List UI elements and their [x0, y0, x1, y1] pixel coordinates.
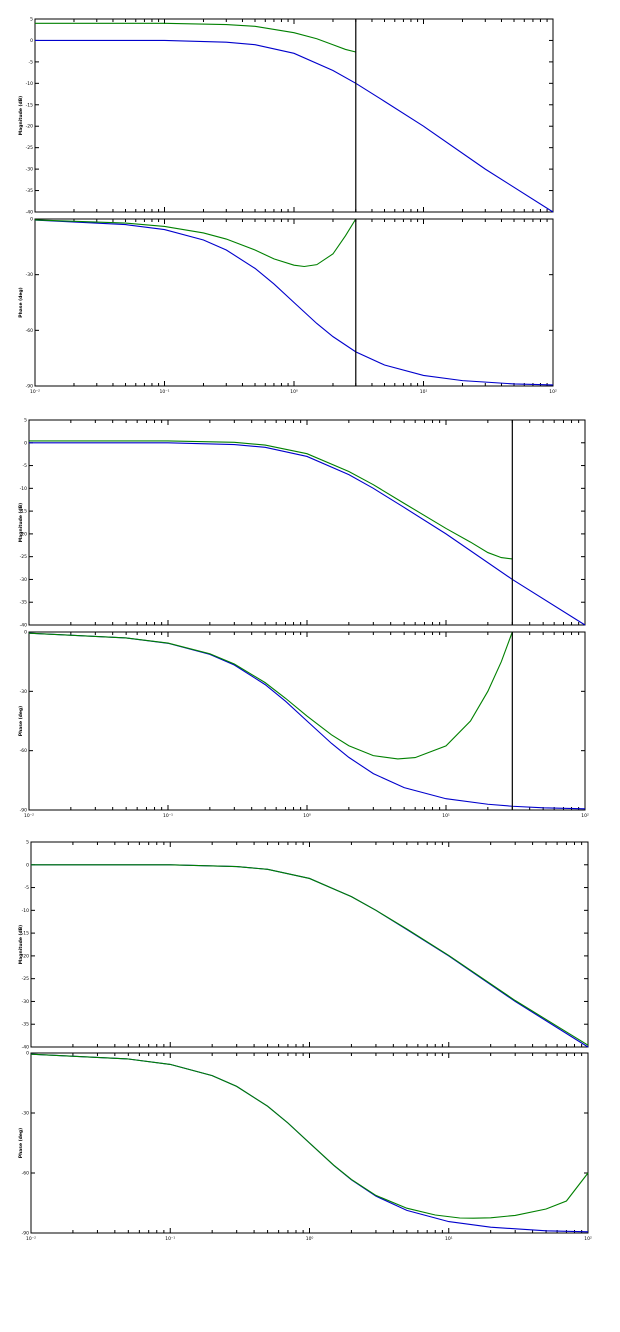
y-axis-label: Magnitude (dB)	[18, 503, 24, 542]
y-tick-label: -15	[20, 509, 27, 515]
y-tick-label: -90	[22, 1231, 29, 1237]
x-tick-label: 10²	[581, 813, 589, 819]
y-tick-label: -30	[22, 999, 29, 1005]
x-tick-label: 10¹	[442, 813, 450, 819]
y-tick-label: -25	[26, 145, 33, 151]
y-tick-label: -10	[26, 81, 33, 87]
x-tick-label: 10⁰	[290, 389, 298, 395]
y-axis-label: Magnitude (dB)	[18, 925, 24, 964]
bode-3-magnitude-panel: 5 0 -5 -10 -15 -20 -25 -30 -35 -40 Magnitude (dB)	[18, 840, 589, 1051]
y-tick-label: 0	[26, 1051, 29, 1057]
y-tick-label: -5	[29, 59, 34, 65]
y-tick-label: -10	[20, 486, 27, 492]
series-line-blue	[34, 219, 554, 386]
y-tick-label: -60	[22, 1171, 29, 1177]
x-tick-label: 10⁻¹	[163, 813, 173, 819]
y-tick-label: -30	[26, 167, 33, 173]
y-tick-label: 0	[26, 862, 29, 868]
y-tick-label: 0	[24, 440, 27, 446]
y-tick-label: -30	[22, 1111, 29, 1117]
series-line-green	[31, 864, 589, 1046]
y-axis-label: Phase (deg)	[18, 1128, 24, 1158]
series-line-blue	[35, 39, 554, 213]
series-line-green	[35, 22, 356, 53]
y-tick-label: -30	[20, 689, 27, 695]
y-tick-label: -30	[20, 577, 27, 583]
y-tick-label: -5	[25, 885, 30, 891]
y-tick-label: -15	[22, 931, 29, 937]
y-tick-label: -25	[20, 554, 27, 560]
y-tick-label: -15	[26, 102, 33, 108]
y-tick-label: -40	[26, 210, 33, 216]
axes-frame	[28, 419, 586, 626]
axes-frame	[34, 18, 554, 213]
y-tick-label: -20	[20, 531, 27, 537]
x-tick-label: 10²	[549, 389, 557, 395]
y-tick-label: -10	[22, 908, 29, 914]
x-tick-label: 10²	[584, 1236, 592, 1242]
y-tick-label: -35	[22, 1022, 29, 1028]
y-axis-label: Phase (deg)	[18, 706, 24, 736]
y-tick-label: -60	[20, 748, 27, 754]
y-tick-label: 5	[26, 840, 29, 846]
bode-1-magnitude-panel: 5 0 -5 -10 -15 -20 -25 -30 -35 -40 Magnitude (dB)	[18, 17, 554, 216]
x-tick-label: 10⁻²	[30, 389, 40, 395]
y-tick-label: 5	[30, 17, 33, 23]
x-tick-label: 10⁻¹	[165, 1236, 175, 1242]
y-tick-label: -30	[26, 272, 33, 278]
x-tick-label: 10⁻²	[24, 813, 34, 819]
x-tick-label: 10¹	[420, 389, 428, 395]
y-axis-label: Phase (deg)	[18, 287, 24, 317]
y-axis-label: Magnitude (dB)	[18, 96, 24, 135]
y-tick-label: -60	[26, 328, 33, 334]
series-line-blue	[29, 442, 586, 626]
x-tick-label: 10⁰	[306, 1236, 314, 1242]
y-tick-label: 0	[30, 38, 33, 44]
y-tick-label: 0	[24, 630, 27, 636]
y-tick-label: -5	[23, 463, 28, 469]
x-tick-label: 10¹	[445, 1236, 453, 1242]
y-tick-label: -90	[20, 808, 27, 814]
y-tick-label: -40	[20, 623, 27, 629]
y-tick-label: 0	[30, 217, 33, 223]
y-tick-label: -25	[22, 976, 29, 982]
axes-frame	[30, 841, 589, 1048]
y-tick-label: -40	[22, 1045, 29, 1051]
series-line-green	[34, 218, 357, 268]
y-tick-label: -20	[22, 953, 29, 959]
y-tick-label: -90	[26, 384, 33, 390]
y-tick-label: -35	[26, 188, 33, 194]
bode-2-magnitude-panel: 5 0 -5 -10 -15 -20 -25 -30 -35 -40 Magnitude (dB)	[18, 418, 586, 629]
x-tick-label: 10⁰	[303, 813, 311, 819]
series-line-green	[30, 1053, 589, 1219]
y-tick-label: 5	[24, 418, 27, 424]
x-tick-label: 10⁻²	[26, 1236, 36, 1242]
y-tick-label: -35	[20, 600, 27, 606]
series-line-green	[29, 440, 513, 560]
series-line-green	[28, 631, 513, 760]
y-tick-label: -20	[26, 124, 33, 130]
x-tick-label: 10⁻¹	[160, 389, 170, 395]
